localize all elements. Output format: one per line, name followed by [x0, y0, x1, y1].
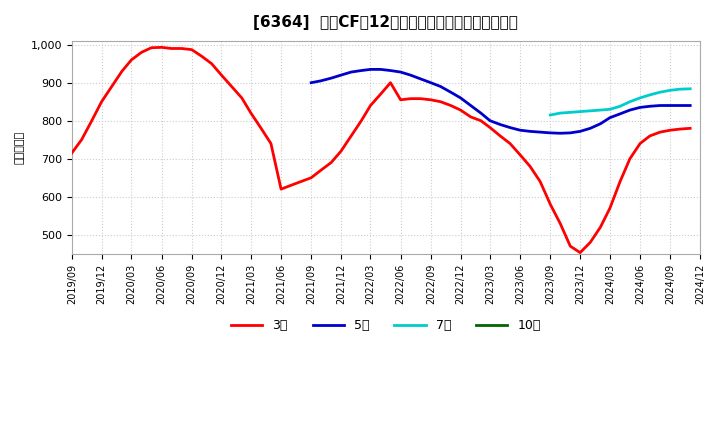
Legend: 3年, 5年, 7年, 10年: 3年, 5年, 7年, 10年 [226, 314, 546, 337]
Title: [6364]  投資CFの12か月移動合計の標準偏差の推移: [6364] 投資CFの12か月移動合計の標準偏差の推移 [253, 15, 518, 30]
Y-axis label: （百万円）: （百万円） [15, 131, 25, 164]
